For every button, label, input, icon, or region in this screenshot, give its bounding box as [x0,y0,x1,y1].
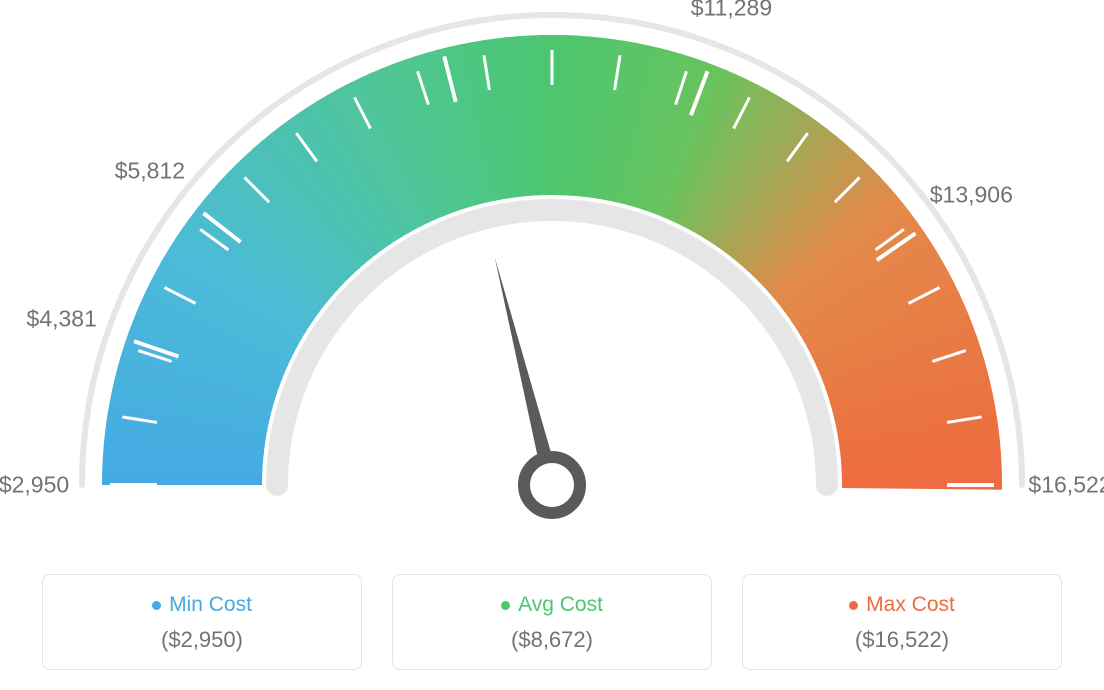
gauge-tick-label: $13,906 [930,181,1013,208]
legend-label: Avg Cost [518,593,603,617]
gauge-svg [0,0,1104,540]
gauge-tick-label: $5,812 [115,158,185,185]
legend-label: Min Cost [169,593,252,617]
legend-title-min: Min Cost [152,593,252,617]
gauge-container: $2,950$4,381$5,812$8,672$11,289$13,906$1… [0,0,1104,540]
dot-icon [152,601,161,610]
legend-value-max: ($16,522) [753,627,1051,653]
legend-title-max: Max Cost [849,593,955,617]
gauge-tick-label: $11,289 [691,0,772,21]
legend-title-avg: Avg Cost [501,593,603,617]
legend-value-avg: ($8,672) [403,627,701,653]
legend-value-min: ($2,950) [53,627,351,653]
legend-row: Min Cost ($2,950) Avg Cost ($8,672) Max … [0,574,1104,670]
gauge-tick-label: $16,522 [1028,472,1104,499]
legend-label: Max Cost [866,593,955,617]
dot-icon [849,601,858,610]
gauge-tick-label: $4,381 [27,306,97,333]
legend-card-avg: Avg Cost ($8,672) [392,574,712,670]
gauge-tick-label: $2,950 [0,472,69,499]
dot-icon [501,601,510,610]
legend-card-max: Max Cost ($16,522) [742,574,1062,670]
legend-card-min: Min Cost ($2,950) [42,574,362,670]
